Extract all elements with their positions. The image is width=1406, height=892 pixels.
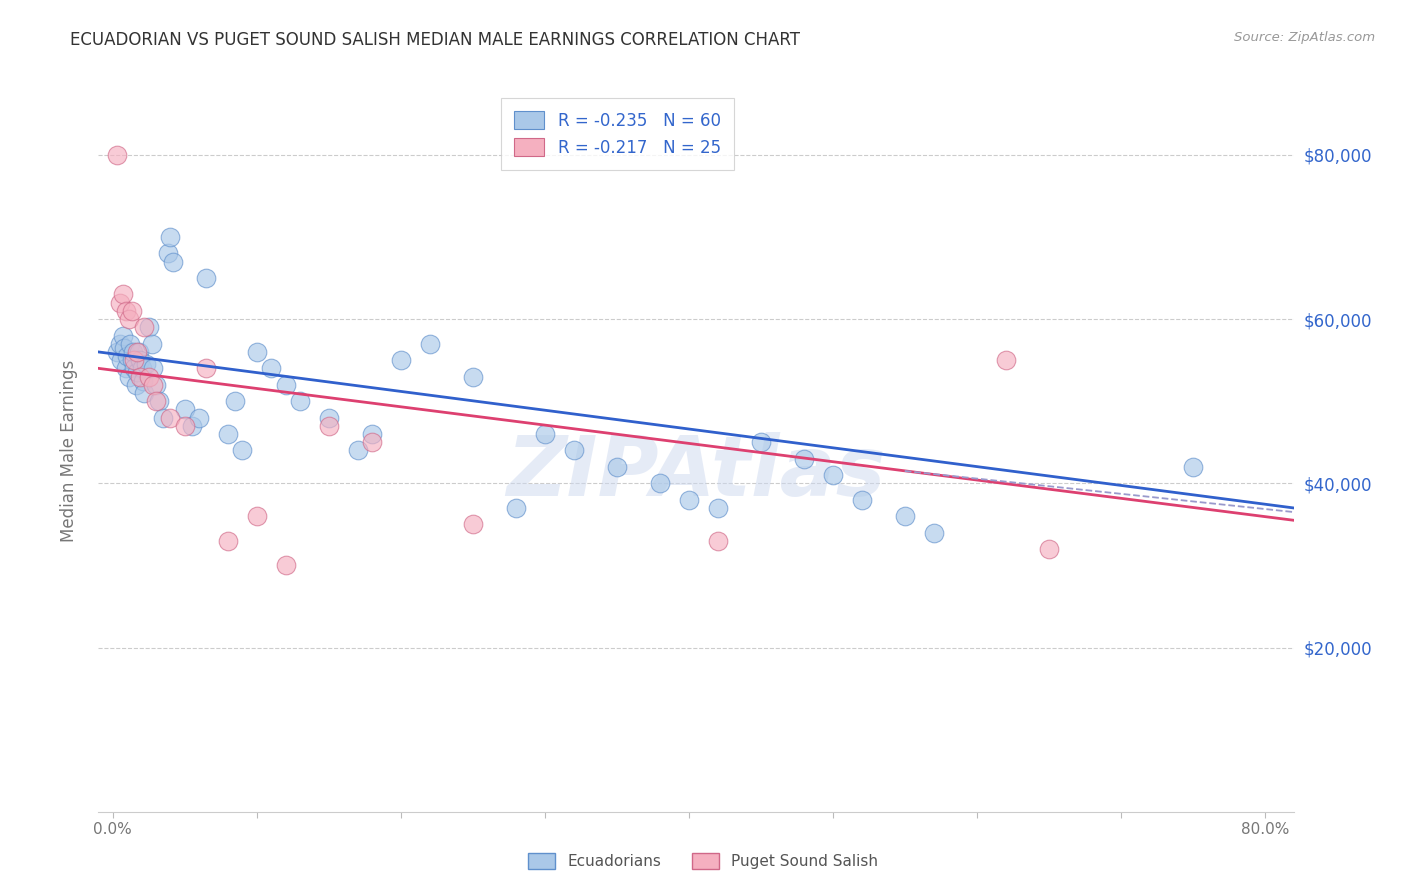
Point bbox=[127, 345, 149, 359]
Point bbox=[121, 304, 143, 318]
Text: Source: ZipAtlas.com: Source: ZipAtlas.com bbox=[1234, 31, 1375, 45]
Point bbox=[648, 476, 671, 491]
Point bbox=[145, 394, 167, 409]
Point bbox=[132, 374, 155, 388]
Point bbox=[127, 366, 149, 380]
Point bbox=[505, 500, 527, 515]
Point bbox=[533, 427, 555, 442]
Point bbox=[195, 361, 218, 376]
Point bbox=[138, 320, 160, 334]
Point bbox=[159, 410, 181, 425]
Point bbox=[125, 377, 148, 392]
Point bbox=[994, 353, 1017, 368]
Point bbox=[110, 353, 132, 368]
Point bbox=[260, 361, 283, 376]
Point bbox=[122, 345, 145, 359]
Point bbox=[111, 287, 134, 301]
Point bbox=[129, 369, 152, 384]
Point bbox=[361, 435, 384, 450]
Point bbox=[678, 492, 700, 507]
Point bbox=[893, 509, 915, 524]
Point bbox=[419, 336, 441, 351]
Point bbox=[274, 377, 297, 392]
Y-axis label: Median Male Earnings: Median Male Earnings bbox=[59, 359, 77, 541]
Point bbox=[118, 369, 141, 384]
Point bbox=[389, 353, 412, 368]
Point bbox=[318, 410, 340, 425]
Text: ECUADORIAN VS PUGET SOUND SALISH MEDIAN MALE EARNINGS CORRELATION CHART: ECUADORIAN VS PUGET SOUND SALISH MEDIAN … bbox=[70, 31, 800, 49]
Point bbox=[118, 312, 141, 326]
Point bbox=[851, 492, 873, 507]
Point bbox=[162, 254, 184, 268]
Point bbox=[120, 336, 142, 351]
Point bbox=[706, 500, 728, 515]
Point bbox=[108, 295, 131, 310]
Point bbox=[114, 361, 136, 376]
Point bbox=[112, 341, 135, 355]
Point bbox=[231, 443, 253, 458]
Point bbox=[361, 427, 384, 442]
Point bbox=[129, 353, 152, 368]
Point bbox=[142, 361, 165, 376]
Point bbox=[148, 394, 170, 409]
Point bbox=[1038, 541, 1060, 556]
Point bbox=[128, 345, 150, 359]
Point bbox=[105, 345, 128, 359]
Legend: Ecuadorians, Puget Sound Salish: Ecuadorians, Puget Sound Salish bbox=[522, 847, 884, 875]
Point bbox=[706, 533, 728, 548]
Point bbox=[108, 336, 131, 351]
Point bbox=[793, 451, 815, 466]
Point bbox=[246, 509, 269, 524]
Legend: R = -0.235   N = 60, R = -0.217   N = 25: R = -0.235 N = 60, R = -0.217 N = 25 bbox=[501, 97, 734, 169]
Point bbox=[131, 361, 153, 376]
Point bbox=[274, 558, 297, 573]
Point bbox=[606, 459, 628, 474]
Point bbox=[138, 369, 160, 384]
Point bbox=[217, 427, 239, 442]
Point bbox=[821, 468, 844, 483]
Text: ZIPAtlas: ZIPAtlas bbox=[506, 432, 886, 513]
Point bbox=[124, 353, 146, 368]
Point bbox=[224, 394, 246, 409]
Point bbox=[562, 443, 585, 458]
Point bbox=[346, 443, 368, 458]
Point bbox=[195, 271, 218, 285]
Point bbox=[749, 435, 772, 450]
Point bbox=[152, 410, 174, 425]
Point bbox=[246, 345, 269, 359]
Point bbox=[318, 418, 340, 433]
Point bbox=[124, 361, 146, 376]
Point bbox=[111, 328, 134, 343]
Point bbox=[115, 349, 138, 363]
Point bbox=[188, 410, 211, 425]
Point bbox=[461, 369, 484, 384]
Point bbox=[145, 377, 167, 392]
Point bbox=[173, 418, 195, 433]
Point bbox=[114, 304, 136, 318]
Point bbox=[1181, 459, 1204, 474]
Point bbox=[159, 230, 181, 244]
Point bbox=[173, 402, 195, 417]
Point bbox=[156, 246, 179, 260]
Point bbox=[134, 386, 156, 401]
Point bbox=[142, 377, 165, 392]
Point bbox=[922, 525, 945, 540]
Point bbox=[217, 533, 239, 548]
Point bbox=[121, 353, 143, 368]
Point bbox=[135, 357, 157, 371]
Point bbox=[181, 418, 204, 433]
Point bbox=[105, 148, 128, 162]
Point bbox=[288, 394, 311, 409]
Point bbox=[141, 336, 163, 351]
Point bbox=[134, 320, 156, 334]
Point bbox=[461, 517, 484, 532]
